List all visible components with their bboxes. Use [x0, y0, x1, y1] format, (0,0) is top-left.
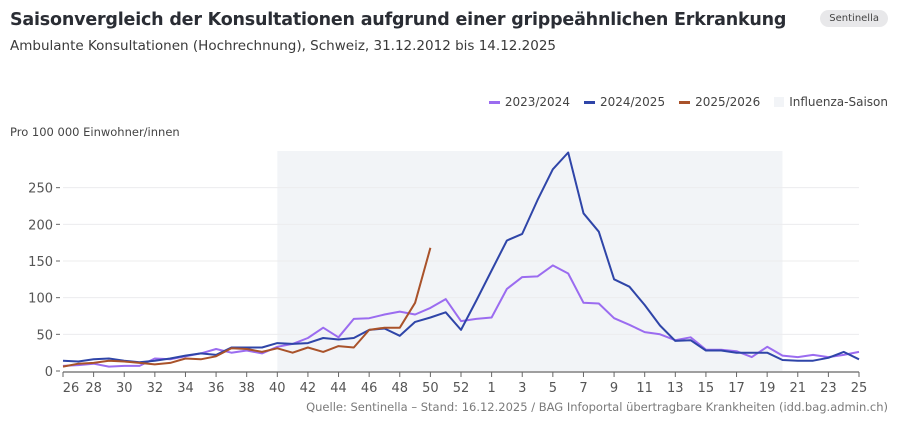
x-tick-label: 34 — [177, 381, 194, 396]
y-tick-label: 250 — [28, 182, 53, 197]
legend-label: 2025/2026 — [695, 95, 761, 109]
x-tick-label: 32 — [147, 381, 164, 396]
x-tick-label: 15 — [698, 381, 715, 396]
y-tick-label: 50 — [36, 328, 53, 343]
x-tick-label: 13 — [667, 381, 684, 396]
series-line-2025-2026 — [62, 247, 432, 368]
x-tick-label: 40 — [269, 381, 286, 396]
chart-title: Saisonvergleich der Konsultationen aufgr… — [10, 10, 787, 30]
x-tick-label: 3 — [518, 381, 526, 396]
x-tick-label: 48 — [391, 381, 408, 396]
legend-item-influenza-season[interactable]: Influenza-Saison — [774, 95, 888, 109]
x-tick-label: 5 — [549, 381, 557, 396]
x-tick-label: 25 — [851, 381, 868, 396]
legend-label: Influenza-Saison — [789, 95, 888, 109]
legend: 2023/2024 2024/2025 2025/2026 Influenza-… — [488, 95, 888, 109]
x-tick-label: 28 — [85, 381, 102, 396]
x-tick-label: 9 — [610, 381, 618, 396]
x-tick-label: 44 — [330, 381, 347, 396]
legend-swatch — [774, 97, 785, 107]
y-tick-label: 150 — [28, 255, 53, 270]
x-tick-label: 42 — [300, 381, 317, 396]
legend-swatch — [583, 100, 595, 104]
x-tick-label: 17 — [728, 381, 745, 396]
x-tick-label: 50 — [422, 381, 439, 396]
x-tick-label: 30 — [116, 381, 133, 396]
x-tick-label: 11 — [636, 381, 653, 396]
source-badge[interactable]: Sentinella — [820, 10, 888, 27]
legend-item-2023-2024[interactable]: 2023/2024 — [488, 95, 570, 109]
x-tick-label: 46 — [361, 381, 378, 396]
y-tick-label: 0 — [45, 365, 53, 380]
source-footer: Quelle: Sentinella – Stand: 16.12.2025 /… — [306, 400, 888, 414]
x-tick-label: 52 — [453, 381, 470, 396]
legend-label: 2023/2024 — [504, 95, 570, 109]
y-axis-title: Pro 100 000 Einwohner/innen — [10, 125, 180, 139]
series-line-2024-2025 — [62, 151, 860, 364]
x-tick-label: 26 — [63, 381, 80, 396]
legend-item-2024-2025[interactable]: 2024/2025 — [583, 95, 666, 109]
x-tick-label: 23 — [820, 381, 837, 396]
x-tick-label: 36 — [208, 381, 225, 396]
chart-subtitle: Ambulante Konsultationen (Hochrechnung),… — [10, 38, 557, 54]
x-tick-label: 1 — [487, 381, 495, 396]
legend-item-2025-2026[interactable]: 2025/2026 — [679, 95, 760, 109]
y-tick-label: 200 — [28, 218, 53, 233]
x-tick-label: 7 — [579, 381, 587, 396]
x-tick-label: 38 — [238, 381, 255, 396]
x-tick-label: 19 — [759, 381, 776, 396]
legend-label: 2024/2025 — [599, 95, 666, 109]
legend-swatch — [679, 100, 691, 104]
y-tick-label: 100 — [28, 292, 53, 307]
x-tick-label: 21 — [789, 381, 806, 396]
legend-swatch — [488, 100, 500, 104]
